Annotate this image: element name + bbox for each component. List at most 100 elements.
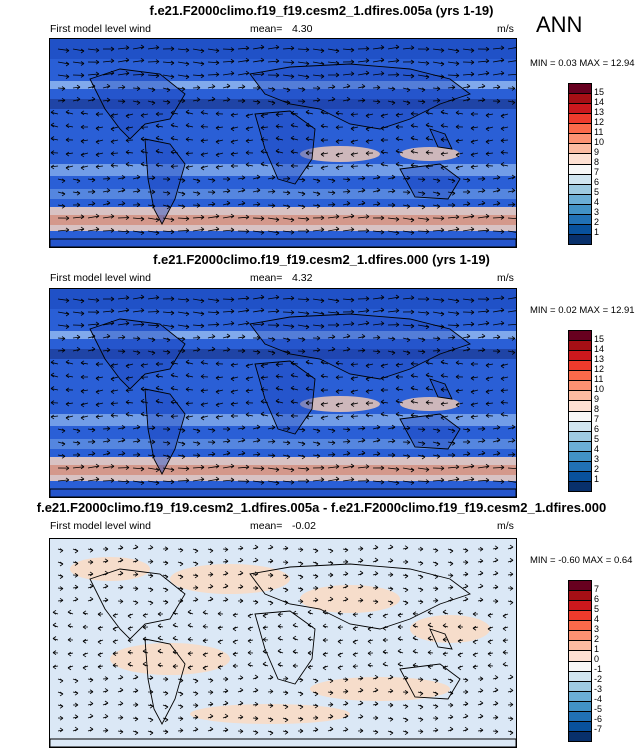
colorbar-swatch xyxy=(569,234,591,244)
colorbar-swatch xyxy=(569,621,591,632)
colorbar-tick-label: 1 xyxy=(594,474,600,484)
colorbar-swatch xyxy=(569,481,591,491)
panel-3-colorbar xyxy=(568,580,592,742)
map-plot xyxy=(50,39,516,247)
panel-3-mean-value: -0.02 xyxy=(292,520,316,532)
colorbar-tick-label: 14 xyxy=(594,97,605,107)
colorbar-swatch xyxy=(569,204,591,215)
panel-1-mean-value: 4.30 xyxy=(292,23,313,35)
colorbar-swatch xyxy=(569,721,591,732)
colorbar-tick-label: 10 xyxy=(594,384,605,394)
colorbar-tick-label: 11 xyxy=(594,374,604,384)
panel-1-variable: First model level wind xyxy=(50,23,151,35)
colorbar-swatch xyxy=(569,401,591,412)
colorbar-tick-label: -3 xyxy=(594,684,603,694)
colorbar-swatch xyxy=(569,691,591,702)
colorbar-swatch xyxy=(569,461,591,472)
colorbar-swatch xyxy=(569,84,591,95)
colorbar-tick-label: 8 xyxy=(594,404,600,414)
panel-2-units: m/s xyxy=(497,272,514,284)
colorbar-tick-label: -6 xyxy=(594,714,603,724)
colorbar-swatch xyxy=(569,451,591,462)
panel-1-title: f.e21.F2000climo.f19_f19.cesm2_1.dfires.… xyxy=(149,3,494,18)
colorbar-swatch xyxy=(569,224,591,235)
colorbar-swatch xyxy=(569,661,591,672)
colorbar-swatch xyxy=(569,114,591,125)
colorbar-tick-label: 15 xyxy=(594,334,605,344)
colorbar-tick-label: 5 xyxy=(594,604,600,614)
colorbar-swatch xyxy=(569,94,591,105)
colorbar-tick-label: -4 xyxy=(594,694,603,704)
colorbar-swatch xyxy=(569,184,591,195)
panel-3-colorbar-labels: 7 6 5 4 3 2 1 0 -1 -2 -3 -4 -5 -6 -7 xyxy=(594,580,634,740)
colorbar-swatch xyxy=(569,431,591,442)
colorbar-swatch xyxy=(569,601,591,612)
map-plot xyxy=(50,289,516,497)
colorbar-swatch xyxy=(569,641,591,652)
panel-2-map xyxy=(49,288,517,498)
colorbar-tick-label: 4 xyxy=(594,614,600,624)
colorbar-tick-label: 7 xyxy=(594,167,600,177)
colorbar-swatch xyxy=(569,441,591,452)
colorbar-tick-label: 15 xyxy=(594,87,605,97)
colorbar-tick-label: 4 xyxy=(594,444,600,454)
colorbar-tick-label: 13 xyxy=(594,107,605,117)
colorbar-swatch xyxy=(569,411,591,422)
colorbar-swatch xyxy=(569,214,591,225)
colorbar-swatch xyxy=(569,581,591,592)
colorbar-tick-label: 12 xyxy=(594,117,605,127)
colorbar-tick-label: -7 xyxy=(594,724,603,734)
colorbar-swatch xyxy=(569,154,591,165)
panel-2-title: f.e21.F2000climo.f19_f19.cesm2_1.dfires.… xyxy=(153,252,490,267)
colorbar-swatch xyxy=(569,341,591,352)
colorbar-tick-label: 7 xyxy=(594,584,600,594)
panel-1-mean-label: mean= xyxy=(250,23,283,35)
panel-2-colorbar-labels: 15 14 13 12 11 10 9 8 7 6 5 4 3 2 1 xyxy=(594,330,634,490)
colorbar-swatch xyxy=(569,671,591,682)
colorbar-swatch xyxy=(569,174,591,185)
colorbar-swatch xyxy=(569,711,591,722)
panel-1-colorbar-labels: 15 14 13 12 11 10 9 8 7 6 5 4 3 2 1 xyxy=(594,83,634,243)
colorbar-swatch xyxy=(569,361,591,372)
panel-2-mean-value: 4.32 xyxy=(292,272,313,284)
colorbar-tick-label: 13 xyxy=(594,354,605,364)
colorbar-tick-label: 1 xyxy=(594,644,600,654)
colorbar-swatch xyxy=(569,381,591,392)
panel-1-units: m/s xyxy=(497,23,514,35)
panel-3-map xyxy=(49,538,517,748)
colorbar-tick-label: 9 xyxy=(594,147,600,157)
colorbar-swatch xyxy=(569,731,591,741)
colorbar-tick-label: 3 xyxy=(594,454,600,464)
colorbar-tick-label: 6 xyxy=(594,424,600,434)
map-plot xyxy=(50,539,516,747)
colorbar-tick-label: 9 xyxy=(594,394,600,404)
colorbar-tick-label: 14 xyxy=(594,344,605,354)
colorbar-tick-label: -1 xyxy=(594,664,603,674)
panel-1-map xyxy=(49,38,517,248)
season-label: ANN xyxy=(536,12,583,37)
colorbar-swatch xyxy=(569,144,591,155)
colorbar-tick-label: -2 xyxy=(594,674,603,684)
colorbar-swatch xyxy=(569,651,591,662)
panel-2-mean-label: mean= xyxy=(250,272,283,284)
colorbar-tick-label: 3 xyxy=(594,207,600,217)
colorbar-tick-label: 11 xyxy=(594,127,604,137)
colorbar-swatch xyxy=(569,391,591,402)
colorbar-swatch xyxy=(569,681,591,692)
colorbar-swatch xyxy=(569,421,591,432)
panel-3-title: f.e21.F2000climo.f19_f19.cesm2_1.dfires.… xyxy=(36,500,607,515)
panel-3-mean-label: mean= xyxy=(250,520,283,532)
colorbar-tick-label: 1 xyxy=(594,227,600,237)
panel-2-min-max: MIN = 0.02 MAX = 12.91 xyxy=(530,305,635,316)
colorbar-tick-label: 6 xyxy=(594,177,600,187)
colorbar-swatch xyxy=(569,471,591,482)
colorbar-tick-label: 2 xyxy=(594,464,600,474)
colorbar-tick-label: 2 xyxy=(594,217,600,227)
colorbar-swatch xyxy=(569,331,591,342)
colorbar-swatch xyxy=(569,371,591,382)
panel-1-colorbar xyxy=(568,83,592,245)
colorbar-swatch xyxy=(569,591,591,602)
colorbar-swatch xyxy=(569,351,591,362)
colorbar-tick-label: 2 xyxy=(594,634,600,644)
colorbar-tick-label: 7 xyxy=(594,414,600,424)
